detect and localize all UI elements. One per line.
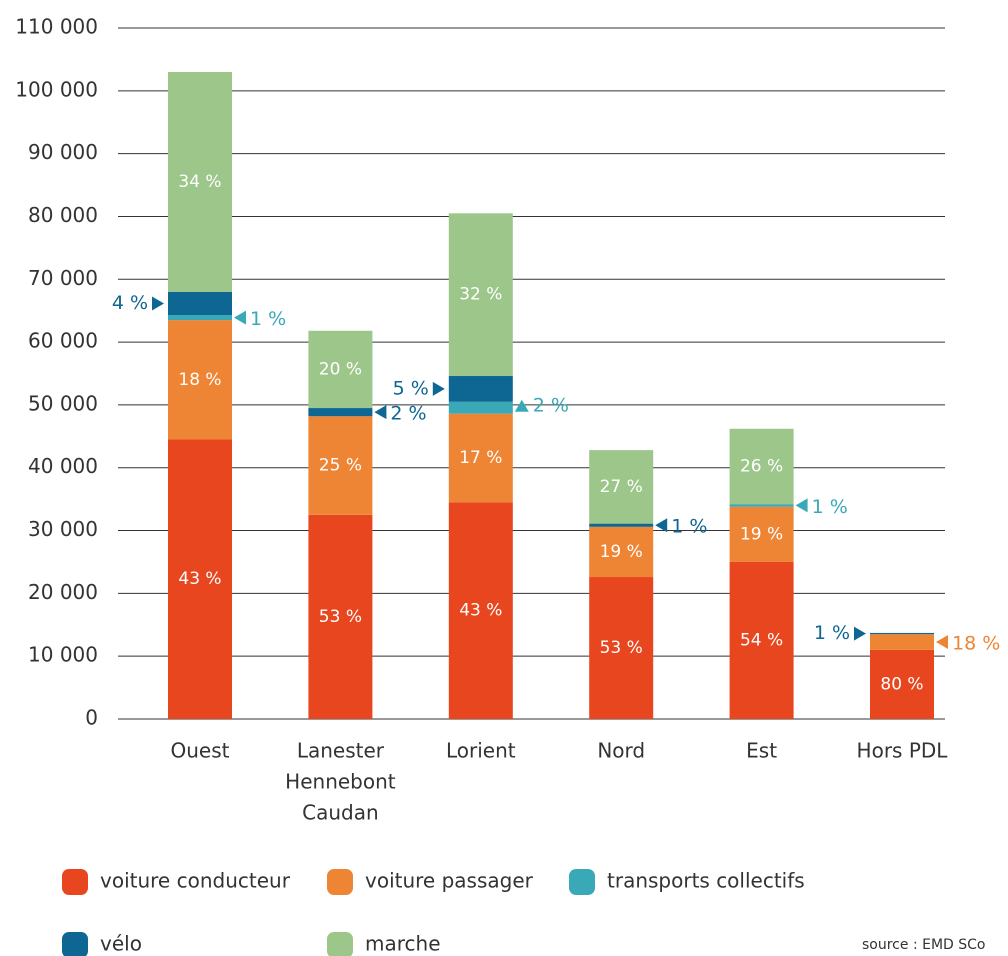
legend-swatch <box>327 869 353 895</box>
legend-label: marche <box>365 932 441 956</box>
segment-label: 17 % <box>459 448 502 468</box>
segment-label: 43 % <box>459 601 502 621</box>
label-arrow <box>514 399 529 412</box>
source: source : EMD SCo <box>862 937 986 953</box>
x-tick-label: Lanester <box>297 739 385 763</box>
bar-segment <box>168 71 232 292</box>
bar-segment <box>589 450 654 524</box>
segment-label: 20 % <box>319 359 362 379</box>
bar-segment <box>448 502 513 719</box>
bar-segment <box>308 416 373 515</box>
legend-swatch <box>62 932 88 956</box>
label-arrow <box>152 296 164 311</box>
y-tick-label: 20 000 <box>28 580 98 604</box>
segment-label: 54 % <box>740 630 783 650</box>
label-arrow <box>936 635 948 650</box>
segment-label: 53 % <box>600 638 643 658</box>
segment-label: 27 % <box>600 477 643 497</box>
y-tick-label: 90 000 <box>28 140 98 164</box>
bar-segment <box>168 320 232 440</box>
y-tick-label: 30 000 <box>28 517 98 541</box>
label-arrow <box>854 626 866 641</box>
label-arrow <box>795 498 808 513</box>
x-tick-label: Nord <box>597 739 645 763</box>
legend-label: transports collectifs <box>607 869 805 893</box>
segment-label: 1 % <box>814 622 850 644</box>
x-tick-label: Hennebont <box>285 770 396 794</box>
label-arrow <box>655 518 668 533</box>
y-tick-label: 70 000 <box>28 266 98 290</box>
segment-label: 5 % <box>393 377 429 399</box>
bar-segment <box>870 649 934 719</box>
legend-swatch <box>62 869 88 895</box>
segment-label: 43 % <box>178 569 221 589</box>
legend-label: voiture passager <box>365 869 534 893</box>
y-tick-label: 0 <box>85 706 98 730</box>
legend-swatch <box>327 932 353 956</box>
bar-segment <box>870 632 934 635</box>
x-tick-label: Lorient <box>446 739 516 763</box>
segment-label: 19 % <box>600 542 643 562</box>
x-tick-label: Caudan <box>302 801 379 825</box>
label-arrow <box>432 381 445 396</box>
bar-segment <box>308 330 373 409</box>
bar-segment <box>168 439 232 719</box>
bar-segment <box>448 401 513 414</box>
segment-label: 18 % <box>952 633 1000 655</box>
x-tick-label: Hors PDL <box>857 739 949 763</box>
bar-segment <box>589 523 654 527</box>
label-arrow <box>374 405 387 420</box>
x-tick-label: Ouest <box>171 739 230 763</box>
segment-label: 32 % <box>459 285 502 305</box>
bar-segment <box>589 577 654 719</box>
legend-label: vélo <box>100 932 142 956</box>
segment-label: 1 % <box>812 496 848 518</box>
y-tick-label: 60 000 <box>28 329 98 353</box>
segment-label: 25 % <box>319 456 362 476</box>
bar-segment <box>308 514 373 719</box>
y-tick-label: 80 000 <box>28 203 98 227</box>
bar-segment <box>448 376 513 402</box>
label-arrow <box>234 310 246 325</box>
bar-segment <box>448 213 513 377</box>
segment-label: 1 % <box>671 516 707 538</box>
bar-segment <box>589 526 654 578</box>
bar-segment <box>308 408 373 417</box>
bar-segment <box>448 413 513 503</box>
segment-label: 53 % <box>319 607 362 627</box>
segment-label: 80 % <box>880 674 923 694</box>
bar-segment <box>168 291 232 316</box>
bar-segment <box>729 561 794 719</box>
segment-label: 34 % <box>178 172 221 192</box>
segment-label: 26 % <box>740 456 783 476</box>
segment-label: 19 % <box>740 524 783 544</box>
bar-segment <box>729 428 794 505</box>
segment-label: 4 % <box>112 292 148 314</box>
bar-segment <box>729 506 794 562</box>
segment-label: 18 % <box>178 370 221 390</box>
y-tick-label: 50 000 <box>28 391 98 415</box>
y-tick-label: 100 000 <box>15 77 98 101</box>
bar-segment <box>168 315 232 321</box>
segment-label: 2 % <box>533 394 569 416</box>
segment-label: 1 % <box>250 308 286 330</box>
y-tick-label: 40 000 <box>28 454 98 478</box>
bar-segment <box>729 504 794 507</box>
legend-swatch <box>569 869 595 895</box>
legend-label: voiture conducteur <box>100 869 291 893</box>
bar-segment <box>870 634 934 650</box>
y-tick-label: 110 000 <box>15 15 98 39</box>
x-tick-label: Est <box>746 739 777 763</box>
segment-label: 2 % <box>390 403 426 425</box>
y-tick-label: 10 000 <box>28 643 98 667</box>
